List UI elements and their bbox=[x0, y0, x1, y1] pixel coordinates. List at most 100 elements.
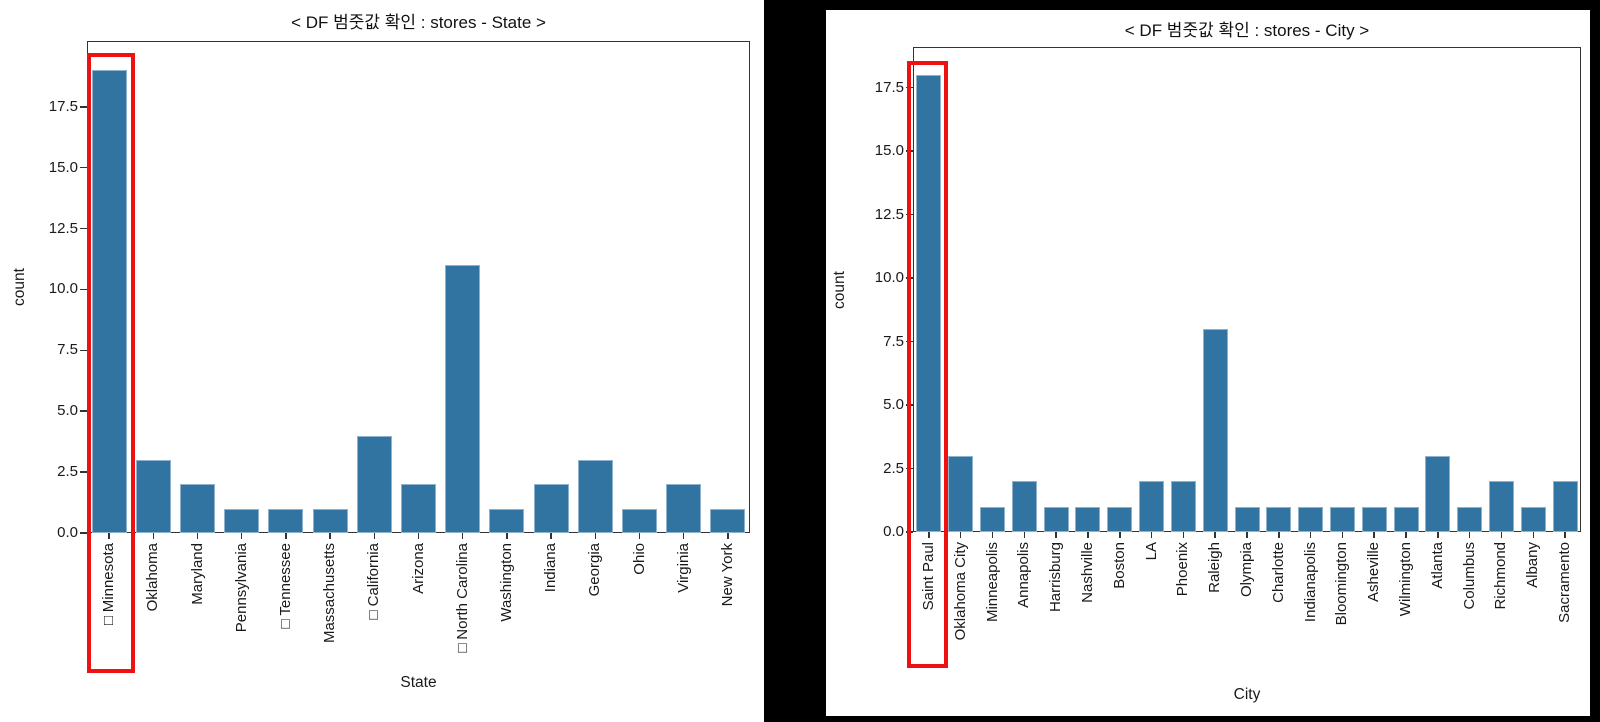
x-tick-label: Ohio bbox=[630, 543, 648, 575]
bar-Massachusetts bbox=[312, 508, 348, 533]
y-tick-mark bbox=[80, 410, 87, 412]
x-tick-label: Albany bbox=[1524, 542, 1542, 588]
x-tick-label: □North Carolina bbox=[453, 543, 471, 657]
x-tick-mark bbox=[1278, 532, 1280, 538]
x-tick-mark bbox=[1087, 532, 1089, 538]
x-tick-mark bbox=[1246, 532, 1248, 538]
x-tick-label: Boston bbox=[1110, 542, 1128, 589]
bar-Nashville bbox=[1075, 506, 1101, 532]
bar-Oklahoma City bbox=[948, 455, 974, 532]
x-tick-label: Columbus bbox=[1460, 542, 1478, 610]
x-tick-mark bbox=[461, 533, 464, 539]
y-tick-label: 10.0 bbox=[48, 280, 78, 298]
x-tick-mark bbox=[550, 533, 552, 539]
y-tick-mark bbox=[80, 106, 87, 108]
x-tick-mark bbox=[638, 533, 641, 539]
bar-Ohio bbox=[622, 508, 657, 533]
bar-Saint Paul bbox=[916, 74, 942, 532]
y-tick-mark bbox=[80, 288, 87, 291]
bar-Pennsylvania bbox=[224, 508, 260, 533]
bar-Atlanta bbox=[1425, 455, 1451, 532]
bar-Arizona bbox=[401, 484, 436, 533]
x-tick-mark bbox=[928, 532, 930, 538]
x-tick-label: Oklahoma bbox=[144, 543, 162, 612]
x-tick-label: Richmond bbox=[1492, 542, 1510, 610]
x-tick-mark bbox=[1214, 532, 1216, 538]
y-tick-label: 7.5 bbox=[883, 332, 904, 350]
y-tick-mark bbox=[80, 471, 87, 473]
bar-Maryland bbox=[180, 484, 215, 533]
y-tick-label: 15.0 bbox=[48, 158, 78, 176]
bar-Washington bbox=[489, 508, 525, 533]
x-tick-mark bbox=[285, 533, 287, 539]
chart-title: < DF 범줏값 확인 : stores - City > bbox=[1124, 21, 1370, 40]
y-tick-label: 7.5 bbox=[57, 341, 78, 359]
x-tick-label: Maryland bbox=[188, 543, 206, 605]
bar-Columbus bbox=[1457, 506, 1483, 532]
x-tick-label: Charlotte bbox=[1269, 542, 1287, 603]
x-tick-mark bbox=[108, 533, 110, 539]
y-tick-mark bbox=[80, 166, 87, 169]
x-tick-label: Massachusetts bbox=[321, 543, 339, 644]
bar-Boston bbox=[1107, 506, 1133, 532]
x-tick-label: Nashville bbox=[1078, 542, 1096, 603]
bar-Asheville bbox=[1361, 506, 1387, 532]
y-tick-label: 5.0 bbox=[57, 402, 78, 420]
chart-panel-city: < DF 범줏값 확인 : stores - City > count City… bbox=[826, 10, 1590, 716]
x-tick-mark bbox=[373, 533, 376, 539]
x-tick-mark bbox=[240, 533, 243, 539]
bar-Raleigh bbox=[1202, 328, 1228, 532]
x-tick-mark bbox=[1500, 532, 1503, 538]
bars-layer bbox=[913, 47, 1581, 532]
chart-panel-state: < DF 범줏값 확인 : stores - State > count Sta… bbox=[0, 0, 764, 722]
bar-Olympia bbox=[1234, 506, 1260, 532]
bar-Minneapolis bbox=[980, 506, 1006, 532]
x-tick-label: Olympia bbox=[1238, 542, 1255, 598]
x-tick-label: Indianapolis bbox=[1301, 542, 1319, 623]
x-tick-label: Atlanta bbox=[1428, 542, 1446, 589]
bar-Charlotte bbox=[1266, 506, 1292, 532]
x-tick-label: Pennsylvania bbox=[232, 543, 250, 633]
x-tick-mark bbox=[196, 533, 199, 539]
x-tick-label: Phoenix bbox=[1174, 542, 1192, 597]
x-tick-mark bbox=[329, 533, 331, 539]
y-tick-label: 2.5 bbox=[883, 459, 904, 477]
x-tick-mark bbox=[1564, 532, 1566, 538]
bar-Indianapolis bbox=[1298, 506, 1324, 532]
x-tick-label: LA bbox=[1142, 542, 1160, 561]
x-tick-label: Washington bbox=[497, 543, 515, 622]
x-tick-mark bbox=[1373, 532, 1375, 538]
x-tick-mark bbox=[417, 533, 420, 539]
bar-Virginia bbox=[666, 484, 702, 533]
x-tick-label: Raleigh bbox=[1206, 542, 1224, 593]
x-tick-label: Asheville bbox=[1365, 542, 1383, 603]
x-tick-label: Harrisburg bbox=[1047, 542, 1065, 613]
x-tick-mark bbox=[1150, 532, 1153, 538]
x-axis-label: State bbox=[400, 674, 437, 691]
bar-Phoenix bbox=[1170, 481, 1196, 532]
x-tick-mark bbox=[1182, 532, 1185, 538]
x-tick-label: Virginia bbox=[674, 543, 692, 593]
bar-Harrisburg bbox=[1043, 506, 1069, 532]
x-tick-mark bbox=[594, 533, 597, 539]
x-tick-mark bbox=[991, 532, 994, 538]
bar-Annapolis bbox=[1011, 481, 1037, 532]
x-tick-label: Oklahoma City bbox=[951, 542, 969, 641]
bar-Indiana bbox=[533, 484, 569, 533]
y-tick-mark bbox=[80, 227, 87, 230]
x-tick-label: Sacramento bbox=[1556, 542, 1574, 623]
x-tick-mark bbox=[1468, 532, 1471, 538]
x-tick-mark bbox=[1405, 532, 1407, 538]
bars-layer bbox=[87, 41, 750, 533]
x-tick-mark bbox=[1437, 532, 1439, 538]
x-tick-mark bbox=[506, 533, 508, 539]
bar-□Minnesota bbox=[91, 70, 127, 533]
x-tick-mark bbox=[1023, 532, 1026, 538]
x-tick-mark bbox=[727, 533, 729, 539]
x-tick-mark bbox=[1309, 532, 1312, 538]
x-tick-mark bbox=[959, 532, 962, 538]
x-tick-mark bbox=[1055, 532, 1057, 538]
x-tick-label: Annapolis bbox=[1015, 542, 1033, 608]
highlight-rectangle bbox=[907, 61, 948, 668]
